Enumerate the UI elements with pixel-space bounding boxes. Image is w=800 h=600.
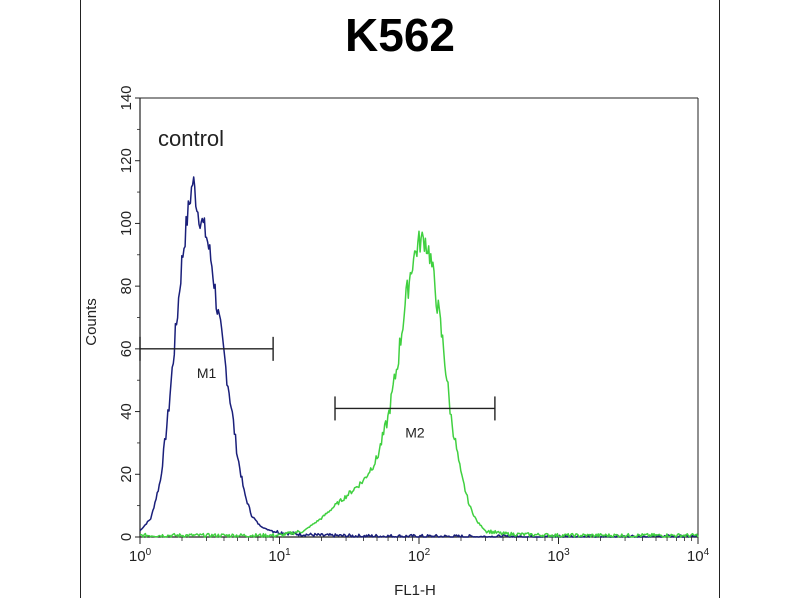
tick-marks: 0 20 40 60 80 100 120 140 100 101 102 103 104 — [118, 85, 710, 565]
y-tick-label: 100 — [118, 211, 135, 236]
series-layer — [139, 176, 699, 538]
marker-label: M1 — [197, 365, 217, 381]
axes — [139, 97, 699, 538]
gate-marker-m2: M2 — [334, 396, 496, 440]
y-tick-label: 40 — [118, 403, 135, 420]
gate-marker-m1: M1 — [139, 336, 274, 381]
marker-label: M2 — [405, 424, 425, 440]
series-line-2 — [139, 230, 699, 538]
y-tick-label: 120 — [118, 148, 135, 173]
x-tick-label: 104 — [687, 547, 710, 565]
marker-layer: M1 M2 — [139, 336, 496, 440]
y-tick-label: 20 — [118, 466, 135, 483]
y-tick-label: 60 — [118, 341, 135, 358]
x-tick-label: 102 — [408, 547, 431, 565]
chart-title: K562 — [345, 9, 455, 61]
control-annotation: control — [158, 126, 224, 151]
figure-frame — [80, 0, 720, 598]
x-axis-title: FL1-H — [394, 582, 436, 599]
x-tick-label: 103 — [547, 547, 570, 565]
y-tick-label: 140 — [118, 85, 135, 110]
y-tick-label: 80 — [118, 278, 135, 295]
y-tick-label: 0 — [118, 533, 135, 541]
x-tick-label: 100 — [129, 547, 152, 565]
x-tick-label: 101 — [268, 547, 291, 565]
y-axis-title: Counts — [83, 298, 100, 346]
